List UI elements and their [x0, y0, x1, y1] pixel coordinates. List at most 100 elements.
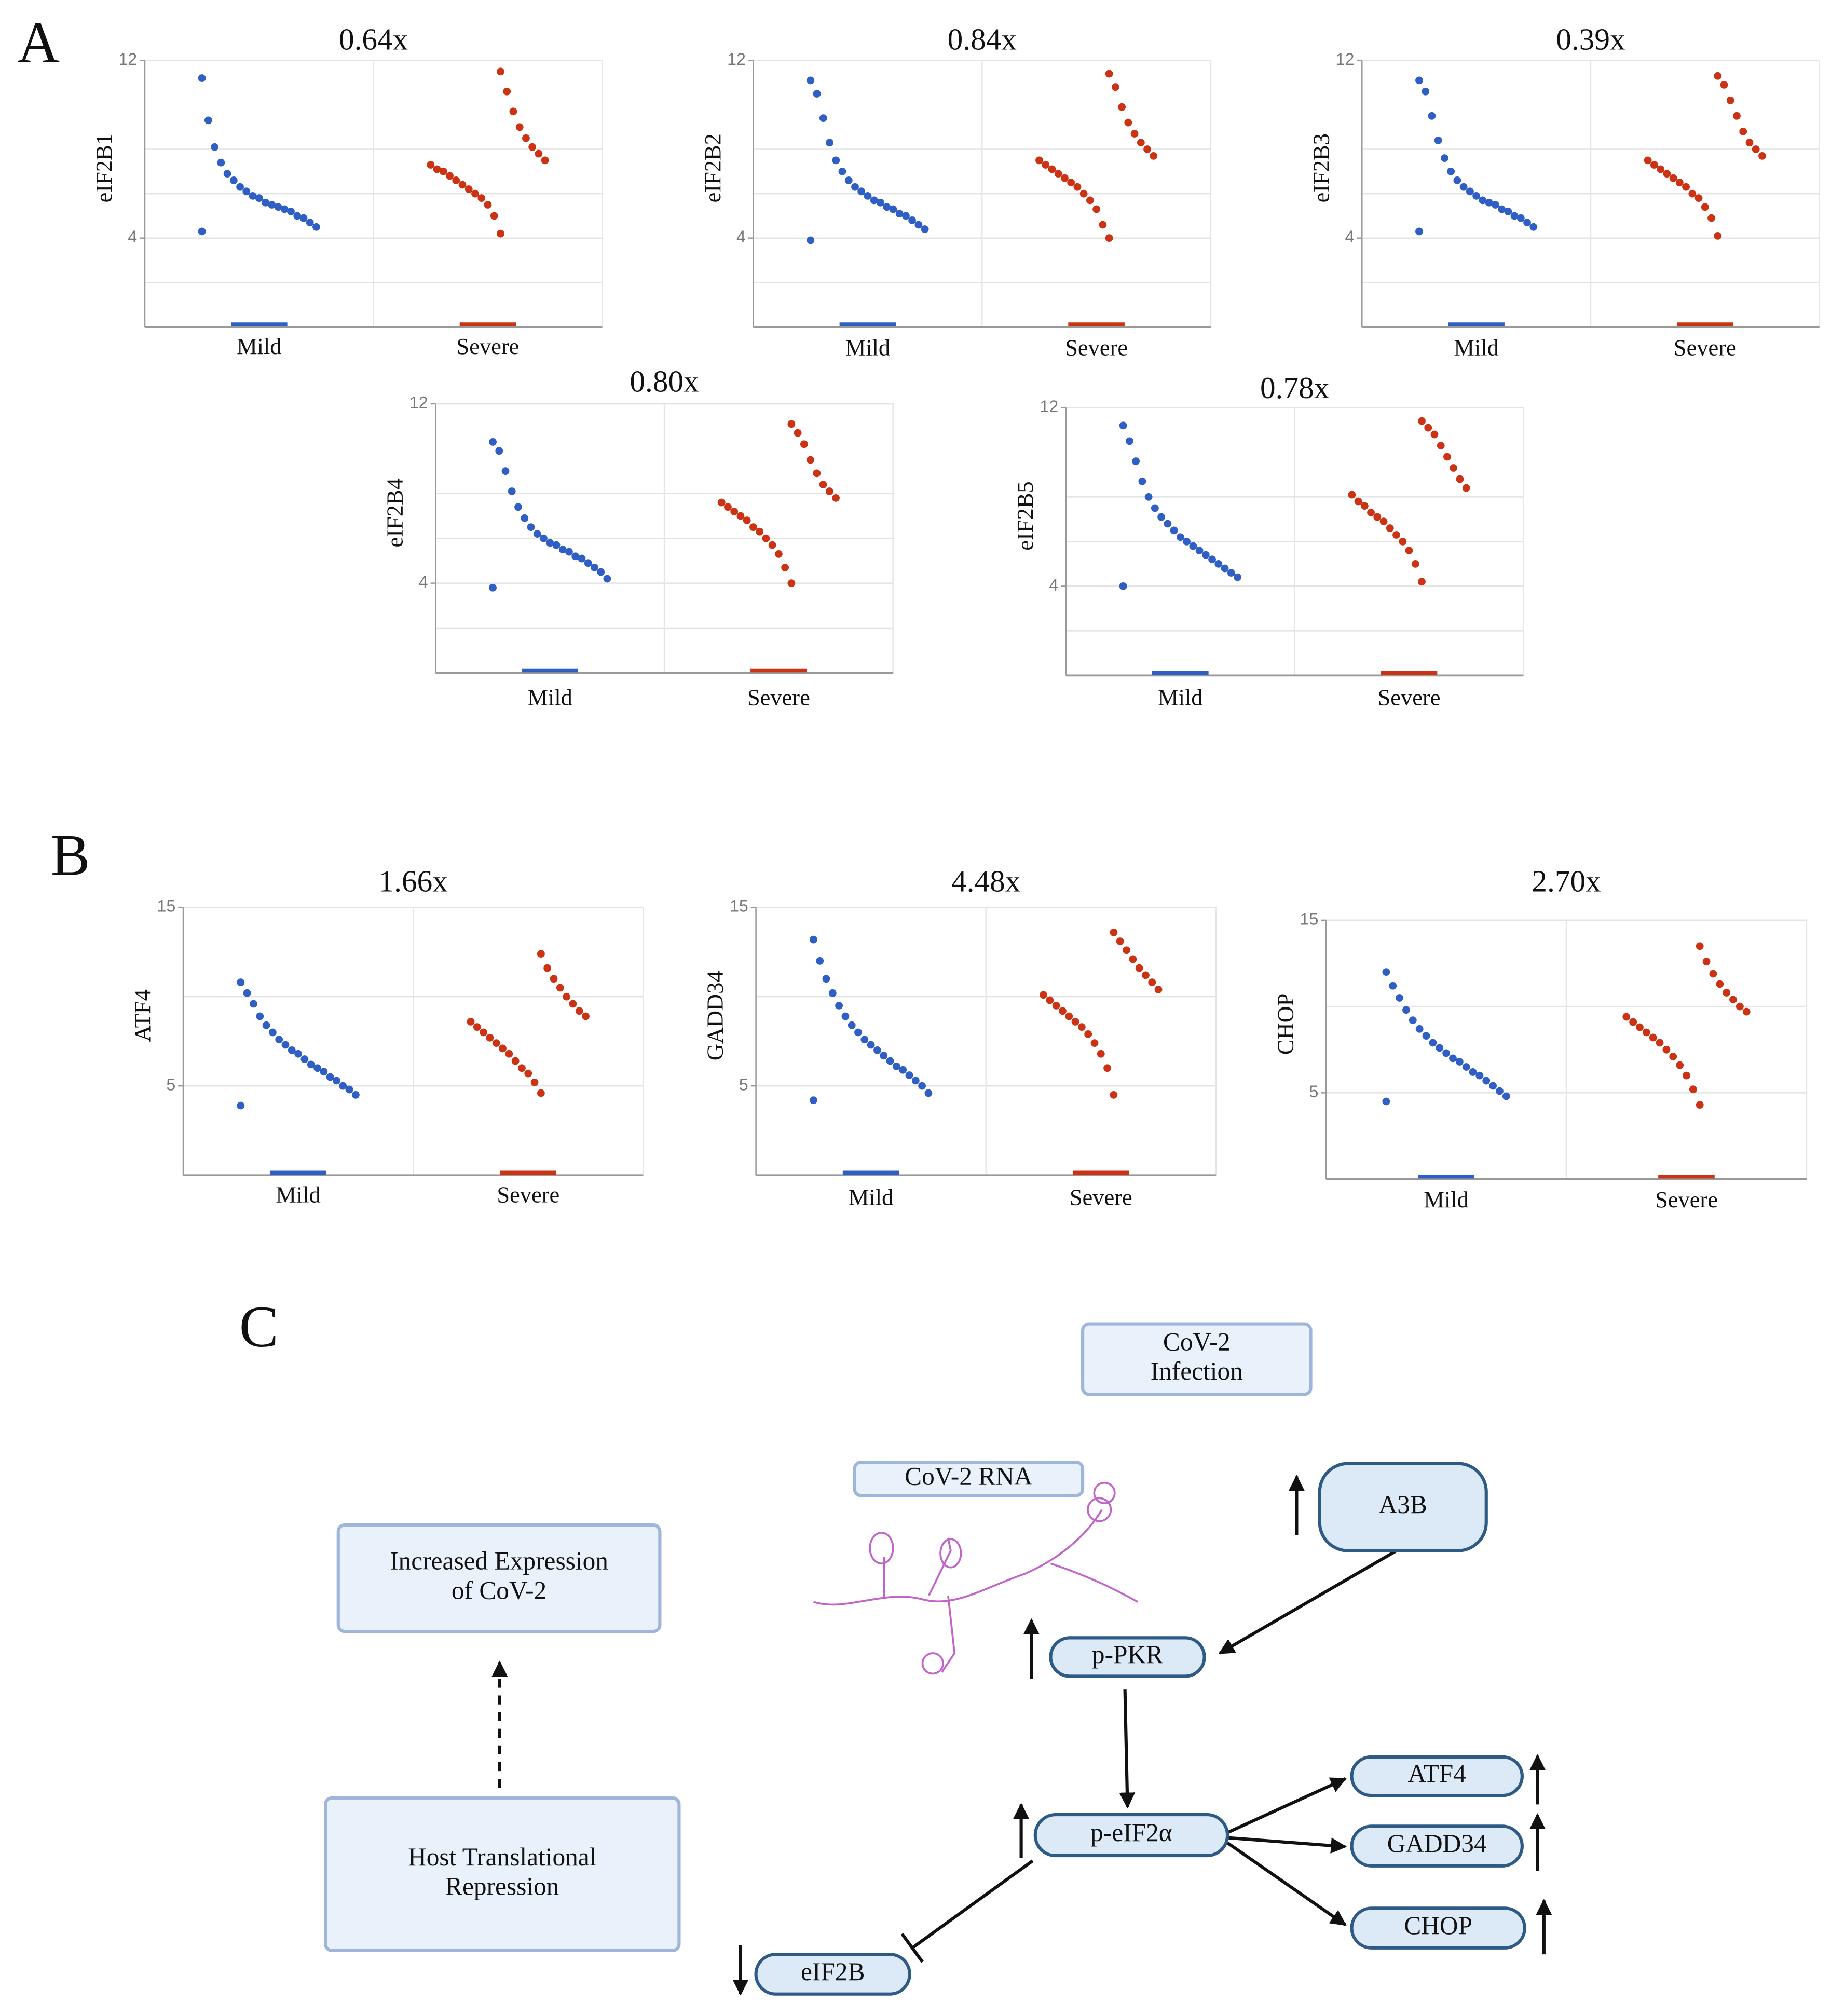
data-point — [908, 216, 917, 224]
data-point — [533, 530, 541, 538]
y-tick-label: 4 — [419, 573, 428, 591]
data-point — [1067, 179, 1075, 187]
data-point — [563, 992, 571, 1001]
data-point — [1201, 551, 1210, 559]
data-point — [345, 1085, 353, 1094]
data-point — [1386, 524, 1394, 532]
data-point — [807, 236, 815, 244]
data-point — [918, 1082, 926, 1090]
data-point — [1491, 201, 1499, 209]
data-point — [1469, 1068, 1477, 1076]
data-point — [575, 1007, 583, 1015]
data-point — [262, 198, 269, 207]
data-point — [1119, 582, 1127, 590]
data-point — [237, 1101, 245, 1110]
data-point — [524, 1069, 532, 1078]
data-point — [223, 170, 231, 178]
y-tick-label: 4 — [128, 227, 137, 246]
data-point — [1176, 533, 1184, 541]
data-point — [825, 487, 833, 495]
y-axis-label: ATF4 — [129, 989, 155, 1042]
data-point — [756, 527, 764, 536]
data-point — [832, 494, 840, 502]
node-label: CoV-2 — [1163, 1327, 1231, 1356]
data-point — [905, 1071, 913, 1079]
node — [1081, 1322, 1313, 1396]
data-point — [1392, 531, 1400, 539]
data-point — [1475, 1071, 1484, 1080]
data-point — [1669, 174, 1677, 182]
data-point — [1696, 942, 1704, 950]
data-point — [1118, 103, 1126, 111]
data-point — [1424, 424, 1432, 432]
data-point — [1135, 964, 1143, 972]
node — [336, 1523, 662, 1633]
data-point — [477, 194, 486, 202]
data-point — [281, 1041, 290, 1049]
data-point — [211, 143, 219, 151]
data-point — [1061, 174, 1069, 182]
arrow — [1227, 1836, 1347, 1854]
data-point — [268, 201, 276, 209]
data-point — [543, 964, 552, 972]
data-point — [307, 1060, 315, 1069]
data-point — [873, 1046, 881, 1054]
strip-chart: 4 12 0.64x eIF2B1 Mild Severe — [91, 22, 603, 359]
data-point — [243, 989, 251, 997]
data-point — [1523, 219, 1531, 227]
data-point — [1065, 1012, 1073, 1020]
data-point — [743, 516, 751, 525]
data-point — [499, 1044, 507, 1053]
data-point — [807, 456, 814, 464]
data-point — [339, 1082, 347, 1090]
data-point — [1389, 982, 1397, 990]
data-point — [333, 1077, 340, 1085]
data-point — [1455, 1058, 1464, 1066]
data-point — [1758, 152, 1766, 160]
data-point — [1689, 1085, 1697, 1094]
data-point — [299, 214, 308, 222]
data-point — [490, 212, 498, 220]
data-point — [275, 1036, 283, 1044]
data-point — [787, 579, 796, 588]
data-point — [1489, 1082, 1497, 1090]
data-point — [1636, 1023, 1644, 1031]
strip-chart: 4 12 0.39x eIF2B3 Mild Severe — [1308, 22, 1820, 361]
y-tick-label: 4 — [736, 227, 746, 246]
inhibition-bar — [900, 1932, 924, 1963]
data-point — [537, 1089, 545, 1097]
y-tick-label: 5 — [739, 1075, 748, 1094]
x-tick-label: Mild — [845, 335, 890, 361]
data-point — [306, 219, 314, 227]
node-label: p-PKR — [1092, 1640, 1163, 1669]
y-tick-label: 12 — [1336, 50, 1355, 69]
data-point — [1110, 1091, 1118, 1099]
data-point — [1221, 564, 1229, 573]
x-tick-label: Severe — [1070, 1184, 1132, 1210]
data-point — [1079, 189, 1088, 198]
data-point — [1752, 145, 1760, 153]
data-point — [471, 189, 479, 198]
strip-chart: 5 15 2.70x CHOP Mild Severe — [1272, 864, 1808, 1213]
data-point — [1111, 83, 1119, 91]
data-point — [1132, 457, 1140, 465]
chart-title: 0.39x — [1556, 22, 1625, 56]
data-point — [530, 1078, 539, 1086]
data-point — [511, 1057, 520, 1065]
data-point — [1130, 130, 1139, 138]
x-tick-label: Severe — [457, 333, 520, 359]
data-point — [1418, 578, 1426, 586]
y-tick-label: 5 — [166, 1075, 175, 1094]
data-point — [603, 575, 611, 583]
data-point — [1409, 1016, 1417, 1025]
data-point — [730, 507, 739, 515]
data-point — [1170, 526, 1178, 535]
y-axis-label: eIF2B5 — [1012, 481, 1038, 550]
data-point — [867, 1041, 875, 1049]
strip-chart: 4 12 0.80x eIF2B4 Mild Severe — [382, 364, 894, 710]
data-point — [921, 225, 929, 233]
data-point — [1449, 1054, 1457, 1063]
data-point — [515, 123, 524, 131]
data-point — [1479, 196, 1487, 205]
